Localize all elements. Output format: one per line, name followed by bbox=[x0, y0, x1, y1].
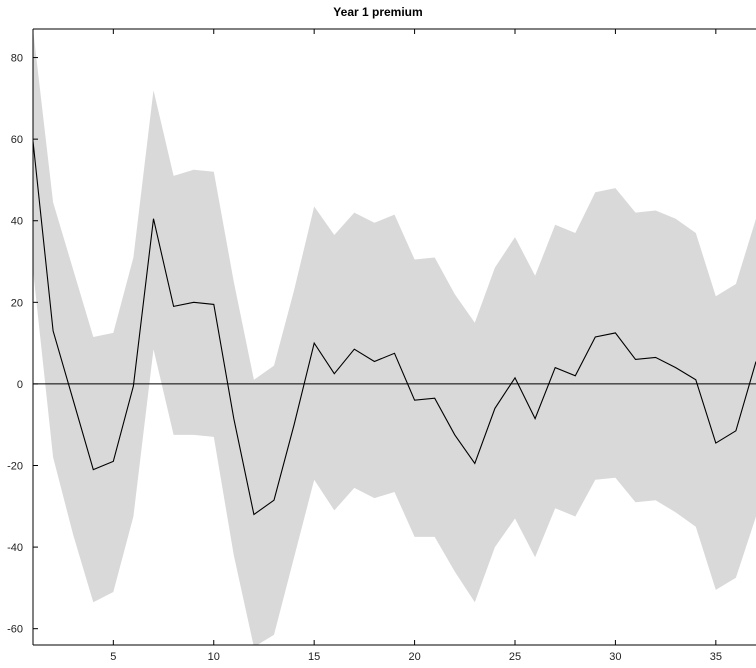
data-point bbox=[112, 460, 115, 463]
chart-title: Year 1 premium bbox=[333, 5, 422, 19]
data-point bbox=[473, 462, 476, 465]
data-point bbox=[373, 360, 376, 363]
data-point bbox=[714, 442, 717, 445]
x-tick-label: 30 bbox=[609, 651, 621, 663]
data-point bbox=[493, 407, 496, 410]
data-point bbox=[413, 399, 416, 402]
data-point bbox=[313, 342, 316, 345]
data-point bbox=[534, 417, 537, 420]
data-point bbox=[273, 499, 276, 502]
x-tick-label: 35 bbox=[710, 651, 722, 663]
data-point bbox=[634, 358, 637, 361]
data-point bbox=[52, 329, 55, 332]
y-tick-label: 80 bbox=[11, 53, 23, 65]
y-tick-label: 40 bbox=[11, 216, 23, 228]
data-point bbox=[694, 378, 697, 381]
data-point bbox=[674, 366, 677, 369]
data-point bbox=[614, 331, 617, 334]
confidence-band bbox=[33, 29, 756, 645]
y-tick-label: -40 bbox=[7, 542, 23, 554]
y-tick-label: 60 bbox=[11, 134, 23, 146]
data-point bbox=[594, 336, 597, 339]
data-point bbox=[132, 385, 135, 388]
data-point bbox=[92, 468, 95, 471]
data-point bbox=[192, 301, 195, 304]
series-line-0 bbox=[33, 141, 756, 516]
y-tick-label: -60 bbox=[7, 624, 23, 636]
x-tick-label: 20 bbox=[408, 651, 420, 663]
x-tick-label: 10 bbox=[208, 651, 220, 663]
data-point bbox=[654, 356, 657, 359]
data-point bbox=[353, 348, 356, 351]
axes: 5 10 15 20 25 30 35 -60 -40 -20 0 20 40 60 80 bbox=[7, 28, 756, 663]
data-point bbox=[574, 374, 577, 377]
data-point bbox=[333, 372, 336, 375]
data-point bbox=[433, 397, 436, 400]
y-tick-label: 20 bbox=[11, 297, 23, 309]
plot-area bbox=[33, 29, 756, 645]
y-tick-label: 0 bbox=[17, 379, 23, 391]
x-tick-label: 15 bbox=[308, 651, 320, 663]
data-point bbox=[393, 352, 396, 355]
data-point bbox=[232, 417, 235, 420]
x-tick-label: 5 bbox=[110, 651, 116, 663]
y-tick-label: -20 bbox=[7, 461, 23, 473]
data-point bbox=[252, 513, 255, 516]
data-point bbox=[514, 376, 517, 379]
data-point bbox=[212, 303, 215, 306]
data-point bbox=[172, 305, 175, 308]
data-point bbox=[72, 399, 75, 402]
data-point bbox=[152, 217, 155, 220]
data-point bbox=[293, 423, 296, 426]
data-point bbox=[554, 366, 557, 369]
data-point bbox=[453, 433, 456, 436]
data-point bbox=[734, 429, 737, 432]
x-tick-label: 25 bbox=[509, 651, 521, 663]
